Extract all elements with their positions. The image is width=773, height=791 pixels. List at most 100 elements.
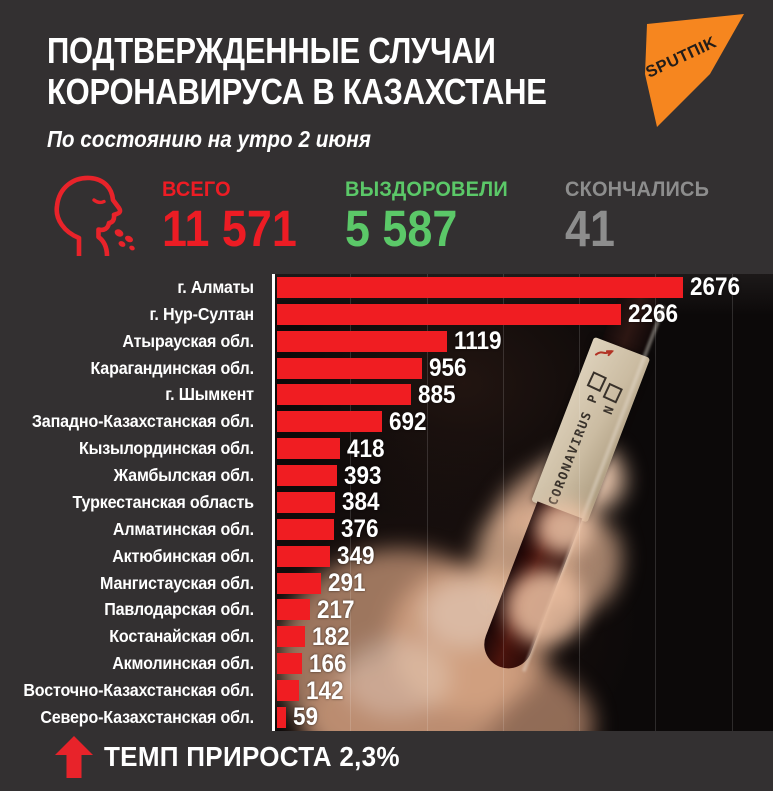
bar (277, 653, 303, 675)
category-label: Восточно-Казахстанская обл. (23, 680, 254, 701)
category-label: Акмолинская обл. (112, 653, 254, 674)
gridline (427, 274, 428, 731)
value-label: 142 (305, 676, 344, 705)
bar (277, 599, 310, 621)
chart-row: Павлодарская обл. 217 (0, 597, 773, 624)
value-label: 692 (388, 407, 427, 436)
bar-area: 384 (264, 489, 773, 516)
bar-area: 692 (264, 408, 773, 435)
value-label: 291 (328, 569, 366, 598)
bar-area: 376 (264, 516, 773, 543)
bar (277, 572, 322, 594)
bar (277, 465, 337, 487)
y-axis-line (272, 274, 275, 731)
gridline (579, 274, 580, 731)
category-label: Костанайская обл. (109, 626, 254, 647)
value-label: 885 (418, 380, 456, 409)
chart-row: Акмолинская обл. 166 (0, 650, 773, 677)
bar-area: 2676 (264, 274, 773, 301)
chart-row: Карагандинская обл. 956 (0, 355, 773, 382)
category-label: г. Нур-Султан (149, 303, 255, 324)
category-label: Карагандинская обл. (90, 357, 254, 378)
sputnik-logo: SPUTПIK (643, 14, 744, 127)
category-label: Алматинская обл. (112, 518, 254, 539)
finger-over-tube (506, 570, 586, 644)
gridlines (274, 274, 773, 731)
bar-area: 418 (264, 435, 773, 462)
value-label: 418 (347, 434, 385, 463)
bar (277, 680, 299, 702)
category-label: Западно-Казахстанская обл. (31, 411, 254, 432)
value-label: 376 (341, 515, 379, 544)
gridline (503, 274, 504, 731)
value-label: 2676 (689, 273, 740, 302)
subtitle-date: По состоянию на утро 2 июня (47, 126, 371, 152)
chart-row: Западно-Казахстанская обл. 692 (0, 408, 773, 435)
bar (277, 545, 330, 567)
chart-row: Восточно-Казахстанская обл. 142 (0, 677, 773, 704)
value-label: 182 (311, 622, 350, 651)
bar-area: 2266 (264, 301, 773, 328)
coughing-person-icon (54, 175, 135, 256)
gridline (350, 274, 351, 731)
stat-total-label: ВСЕГО (162, 178, 231, 201)
test-tube-label: CORONAVIRUS P N (531, 336, 651, 523)
value-label: 956 (429, 354, 467, 383)
chart-row: г. Нур-Султан 2266 (0, 301, 773, 328)
bar (277, 626, 305, 648)
stat-died-label: СКОНЧАЛИСЬ (565, 178, 710, 201)
value-label: 217 (316, 595, 355, 624)
category-label: Северо-Казахстанская обл. (40, 706, 254, 727)
bar (277, 330, 447, 352)
bar-area: 1119 (264, 328, 773, 355)
category-label: Мангистауская обл. (100, 572, 254, 593)
bar-area: 142 (264, 677, 773, 704)
category-label: Жамбылская обл. (113, 465, 254, 486)
value-label: 1119 (453, 327, 502, 356)
red-pen-mark (594, 350, 615, 357)
category-label: Актюбинская обл. (112, 545, 254, 566)
title-line-1: ПОДТВЕРЖДЕННЫЕ СЛУЧАИ (47, 30, 496, 71)
bar (277, 438, 341, 460)
bar-area: 956 (264, 355, 773, 382)
category-label: Кызылординская обл. (79, 438, 254, 459)
value-label: 59 (292, 703, 318, 732)
gridline (732, 274, 733, 731)
value-label: 2266 (627, 300, 678, 329)
growth-rate-label: ТЕМП ПРИРОСТА 2,3% (104, 741, 400, 772)
page-title: ПОДТВЕРЖДЕННЫЕ СЛУЧАИ КОРОНАВИРУСА В КАЗ… (47, 30, 547, 112)
test-tube: CORONAVIRUS P N (473, 283, 669, 678)
chart-row: г. Алматы 2676 (0, 274, 773, 301)
bar-area: 182 (264, 623, 773, 650)
stat-died-value: 41 (565, 200, 615, 257)
chart-row: Актюбинская обл. 349 (0, 543, 773, 570)
bar-area: 217 (264, 597, 773, 624)
bar (277, 706, 286, 728)
stat-recovered-label: ВЫЗДОРОВЕЛИ (345, 178, 508, 201)
bar (277, 491, 336, 513)
chart-row: Алматинская обл. 376 (0, 516, 773, 543)
bar (277, 384, 412, 406)
chart-row: Мангистауская обл. 291 (0, 570, 773, 597)
chart-row: Северо-Казахстанская обл. 59 (0, 704, 773, 731)
category-label: Атырауская обл. (122, 330, 254, 351)
value-label: 384 (342, 488, 380, 517)
finger-over-tube (536, 502, 594, 554)
gridline (655, 274, 656, 731)
chart-row: Туркестанская область 384 (0, 489, 773, 516)
chart-row: Жамбылская обл. 393 (0, 462, 773, 489)
chart-row: Костанайская обл. 182 (0, 623, 773, 650)
bar (277, 357, 422, 379)
title-line-2: КОРОНАВИРУСА В КАЗАХСТАНЕ (47, 71, 547, 112)
category-label: г. Алматы (177, 276, 254, 297)
bar-area: 393 (264, 462, 773, 489)
bar (277, 276, 683, 298)
value-label: 393 (343, 461, 382, 490)
chart-row: Кызылординская обл. 418 (0, 435, 773, 462)
bar (277, 411, 382, 433)
chart-row: г. Шымкент 885 (0, 382, 773, 409)
bar-area: 59 (264, 704, 773, 731)
stat-total: ВСЕГО 11 571 (162, 178, 315, 255)
stat-recovered: ВЫЗДОРОВЕЛИ 5 587 (345, 178, 516, 255)
